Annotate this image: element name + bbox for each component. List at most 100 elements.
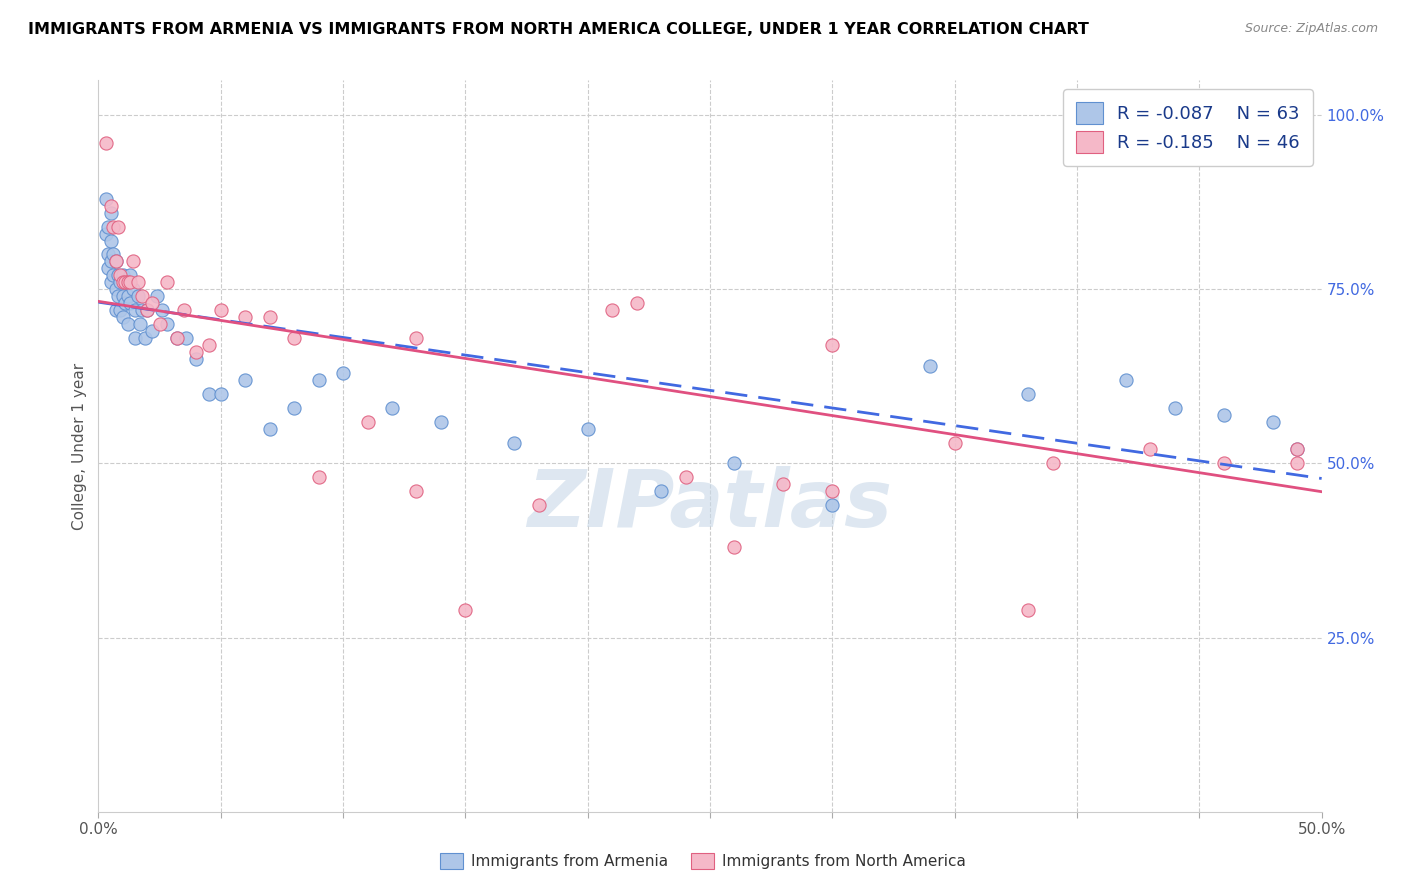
Point: [110, 303, 132, 318]
Point: [430, 415, 453, 429]
Point: [134, 331, 156, 345]
Point: [114, 275, 136, 289]
Point: [356, 415, 378, 429]
Point: [821, 338, 844, 352]
Point: [124, 303, 146, 318]
Point: [156, 317, 179, 331]
Point: [308, 470, 330, 484]
Point: [97, 247, 120, 261]
Point: [124, 331, 146, 345]
Point: [150, 303, 173, 318]
Point: [114, 296, 136, 310]
Point: [186, 345, 208, 359]
Point: [723, 457, 745, 471]
Point: [111, 268, 134, 283]
Point: [120, 275, 142, 289]
Point: [111, 289, 134, 303]
Point: [110, 268, 132, 283]
Point: [308, 373, 330, 387]
Point: [94, 192, 117, 206]
Point: [283, 401, 305, 415]
Point: [136, 303, 159, 318]
Point: [127, 275, 149, 289]
Point: [1042, 457, 1064, 471]
Point: [186, 351, 208, 366]
Point: [197, 338, 219, 352]
Point: [104, 254, 127, 268]
Point: [166, 331, 188, 345]
Point: [675, 470, 697, 484]
Point: [156, 275, 179, 289]
Point: [233, 310, 256, 325]
Point: [173, 303, 195, 318]
Point: [114, 275, 136, 289]
Point: [1261, 415, 1284, 429]
Point: [259, 421, 281, 435]
Point: [120, 268, 142, 283]
Point: [176, 331, 198, 345]
Point: [94, 136, 117, 150]
Point: [149, 317, 172, 331]
Point: [136, 303, 159, 318]
Point: [233, 373, 256, 387]
Point: [209, 386, 232, 401]
Text: ZIPatlas: ZIPatlas: [527, 466, 893, 543]
Point: [197, 386, 219, 401]
Point: [127, 289, 149, 303]
Point: [117, 275, 139, 289]
Point: [772, 477, 794, 491]
Point: [821, 484, 844, 499]
Point: [107, 289, 129, 303]
Point: [405, 484, 427, 499]
Point: [259, 310, 281, 325]
Point: [1212, 408, 1234, 422]
Point: [146, 289, 169, 303]
Point: [141, 296, 163, 310]
Point: [1286, 442, 1309, 457]
Point: [107, 219, 129, 234]
Point: [1017, 386, 1039, 401]
Y-axis label: College, Under 1 year: College, Under 1 year: [72, 362, 87, 530]
Point: [131, 289, 153, 303]
Point: [283, 331, 305, 345]
Point: [117, 317, 139, 331]
Point: [117, 289, 139, 303]
Point: [1139, 442, 1161, 457]
Point: [209, 303, 232, 318]
Point: [1017, 603, 1039, 617]
Point: [1115, 373, 1137, 387]
Point: [650, 484, 672, 499]
Point: [166, 331, 188, 345]
Point: [1237, 108, 1260, 122]
Point: [454, 603, 477, 617]
Point: [121, 282, 143, 296]
Point: [503, 435, 526, 450]
Point: [121, 254, 143, 268]
Point: [110, 275, 132, 289]
Text: IMMIGRANTS FROM ARMENIA VS IMMIGRANTS FROM NORTH AMERICA COLLEGE, UNDER 1 YEAR C: IMMIGRANTS FROM ARMENIA VS IMMIGRANTS FR…: [28, 22, 1090, 37]
Point: [129, 317, 152, 331]
Point: [101, 219, 124, 234]
Point: [332, 366, 354, 380]
Point: [381, 401, 404, 415]
Point: [101, 247, 124, 261]
Point: [111, 275, 134, 289]
Point: [104, 303, 127, 318]
Point: [100, 199, 122, 213]
Point: [1212, 457, 1234, 471]
Point: [120, 296, 142, 310]
Point: [100, 275, 122, 289]
Point: [104, 282, 127, 296]
Point: [943, 435, 966, 450]
Text: Source: ZipAtlas.com: Source: ZipAtlas.com: [1244, 22, 1378, 36]
Point: [723, 540, 745, 554]
Point: [141, 324, 163, 338]
Point: [1164, 401, 1187, 415]
Point: [97, 219, 120, 234]
Point: [94, 227, 117, 241]
Point: [100, 205, 122, 219]
Point: [821, 498, 844, 512]
Point: [131, 303, 153, 318]
Point: [626, 296, 648, 310]
Point: [111, 310, 134, 325]
